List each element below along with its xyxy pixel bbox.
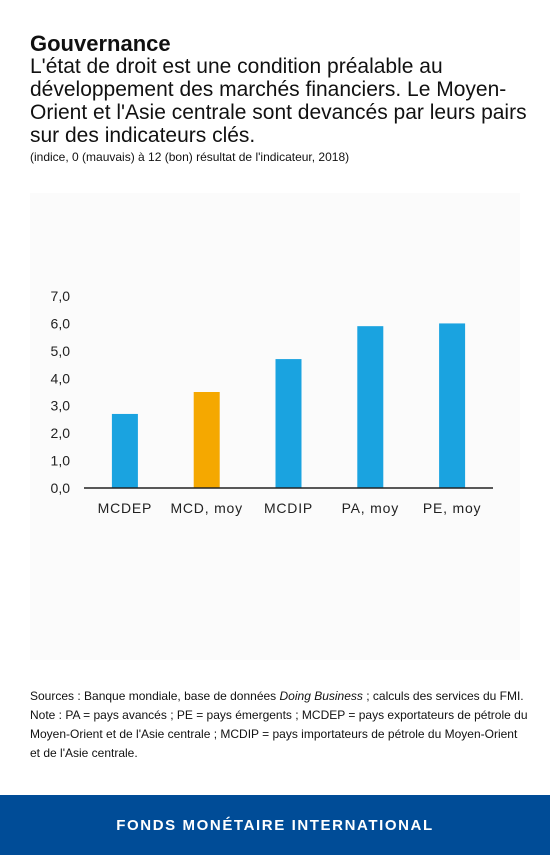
note-line: Note : PA = pays avancés ; PE = pays éme… [30,708,528,760]
chart-title: Gouvernance [30,31,171,56]
y-tick-label: 3,0 [51,398,71,414]
chart-subtitle: L'état de droit est une condition préala… [30,55,527,147]
bar [111,413,138,488]
x-category-label: MCDEP [98,500,153,516]
y-tick-label: 4,0 [51,370,71,386]
chart-panel: 0,0 1,0 2,0 3,0 4,0 5,0 6,0 7,0 MCDEP MCD, moy MCD… [30,193,520,660]
bar [439,323,466,488]
footnotes: Sources : Banque mondiale, base de donné… [30,687,530,763]
sources-text-end: ; calculs des services du FMI. [362,689,524,703]
x-category-label: MCD, moy [170,500,243,516]
y-tick-label: 6,0 [51,315,71,331]
sources-text: Sources : Banque mondiale, base de donné… [30,689,280,703]
bar [193,392,220,488]
x-category-label: PE, moy [423,500,482,516]
footer-label: FONDS MONÉTAIRE INTERNATIONAL [116,816,434,834]
sources-line: Sources : Banque mondiale, base de donné… [30,687,530,706]
units-note: (indice, 0 (mauvais) à 12 (bon) résultat… [30,150,350,164]
bar [275,359,302,488]
bar [357,326,384,488]
sources-database: Doing Business [279,689,363,703]
x-category-label: PA, moy [342,500,399,516]
y-tick-label: 1,0 [51,453,71,469]
x-category-label: MCDIP [264,500,313,516]
footer-banner: FONDS MONÉTAIRE INTERNATIONAL [0,795,550,855]
y-tick-label: 0,0 [51,480,71,496]
y-tick-label: 5,0 [51,343,71,359]
y-tick-label: 7,0 [51,288,71,304]
y-tick-label: 2,0 [51,425,71,441]
bar-chart: 0,0 1,0 2,0 3,0 4,0 5,0 6,0 7,0 MCDEP MCD, moy MCD… [51,288,493,516]
